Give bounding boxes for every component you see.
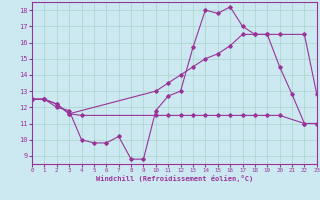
X-axis label: Windchill (Refroidissement éolien,°C): Windchill (Refroidissement éolien,°C) — [96, 175, 253, 182]
